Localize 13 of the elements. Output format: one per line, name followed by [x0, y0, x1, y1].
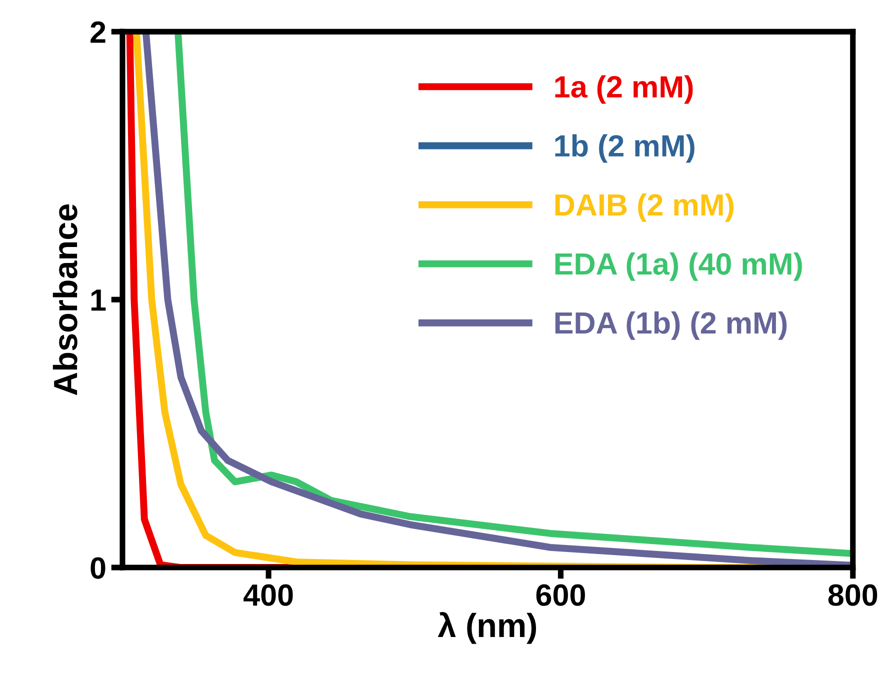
legend-label: 1a (2 mM)	[555, 75, 693, 104]
x-axis-title: λ (nm)	[438, 612, 536, 644]
y-tick-label: 0	[90, 557, 106, 579]
legend-label: DAIB (2 mM)	[555, 193, 734, 222]
y-tick-label: 2	[90, 21, 106, 43]
legend-label: 1b (2 mM)	[555, 134, 694, 163]
legend-label: EDA (1a) (40 mM)	[555, 252, 802, 281]
x-tick-label: 800	[828, 584, 878, 606]
x-tick-label: 600	[536, 584, 585, 606]
x-tick-label: 400	[244, 584, 293, 606]
y-axis-title: Absorbance	[52, 204, 78, 396]
y-tick-label: 1	[91, 290, 106, 311]
legend-label: EDA (1b) (2 mM)	[555, 311, 787, 340]
